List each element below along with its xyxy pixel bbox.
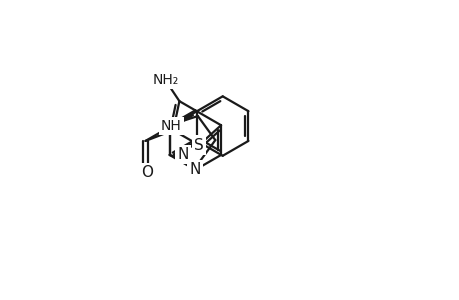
Text: N: N [177,147,189,162]
Text: N: N [189,162,201,177]
Text: S: S [194,138,203,153]
Text: NH₂: NH₂ [152,73,178,87]
Text: NH: NH [161,119,181,133]
Text: O: O [141,165,153,180]
